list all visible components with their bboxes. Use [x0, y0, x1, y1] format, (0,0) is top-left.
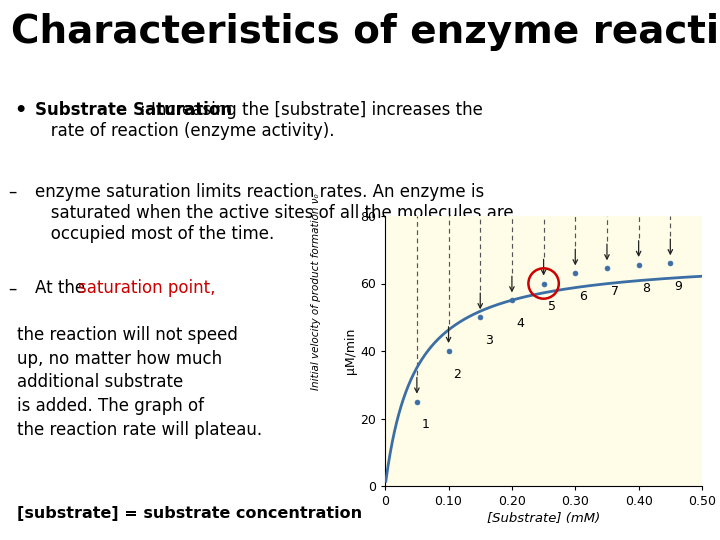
Text: 1: 1	[421, 418, 429, 431]
Text: Initial velocity of product formation ν₀: Initial velocity of product formation ν₀	[310, 193, 320, 390]
Text: 3: 3	[485, 334, 492, 347]
Text: Characteristics of enzyme reactions: Characteristics of enzyme reactions	[11, 12, 720, 51]
X-axis label: [Substrate] (mΜ): [Substrate] (mΜ)	[487, 512, 600, 525]
Text: 2: 2	[453, 368, 461, 381]
Text: 9: 9	[674, 280, 682, 293]
Text: enzyme saturation limits reaction rates. An enzyme is
   saturated when the acti: enzyme saturation limits reaction rates.…	[35, 183, 513, 242]
Text: 5: 5	[548, 300, 556, 313]
Text: 6: 6	[579, 291, 587, 303]
Y-axis label: μM/min: μM/min	[344, 328, 357, 374]
Text: 4: 4	[516, 317, 524, 330]
Text: 8: 8	[642, 282, 650, 295]
Text: –: –	[9, 183, 17, 201]
Text: •: •	[14, 101, 26, 120]
Text: [substrate] = substrate concentration: [substrate] = substrate concentration	[17, 506, 362, 521]
Text: the reaction will not speed
up, no matter how much
additional substrate
is added: the reaction will not speed up, no matte…	[17, 326, 262, 438]
Text: –: –	[9, 279, 17, 297]
Text: : Increasing the [substrate] increases the
   rate of reaction (enzyme activity): : Increasing the [substrate] increases t…	[35, 101, 482, 139]
Text: Substrate Saturation: Substrate Saturation	[35, 101, 232, 119]
Text: saturation point,: saturation point,	[78, 279, 215, 297]
Text: 7: 7	[611, 285, 618, 298]
Text: At the: At the	[35, 279, 90, 297]
